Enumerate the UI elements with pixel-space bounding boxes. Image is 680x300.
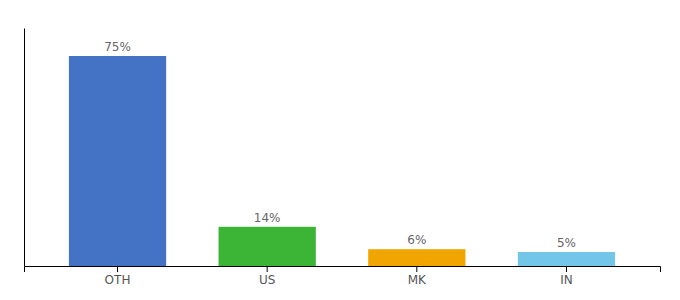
x-tick: MK	[408, 266, 427, 287]
x-tick-mark	[566, 266, 567, 272]
bar	[368, 249, 465, 266]
y-axis-line	[24, 29, 25, 267]
x-axis-line	[25, 267, 661, 273]
data-label: 14%	[254, 211, 281, 225]
x-tick-mark	[117, 266, 118, 272]
x-tick-label: IN	[560, 273, 573, 287]
data-label: 5%	[557, 236, 576, 250]
chart-container: OTH US MK IN 75% 14% 6% 5%	[0, 0, 680, 300]
bar	[219, 227, 316, 266]
y-axis	[24, 29, 25, 267]
x-tick: US	[259, 266, 275, 287]
bars	[69, 56, 615, 266]
plot-area: OTH US MK IN 75% 14% 6% 5%	[25, 29, 661, 287]
x-tick-mark	[416, 266, 417, 272]
x-tick-label: MK	[408, 273, 427, 287]
bar	[69, 56, 166, 266]
chart-svg: OTH US MK IN 75% 14% 6% 5%	[0, 0, 680, 300]
data-label: 6%	[407, 233, 426, 247]
data-label: 75%	[104, 40, 131, 54]
bar	[518, 252, 615, 266]
x-tick: OTH	[105, 266, 131, 287]
x-tick-mark	[267, 266, 268, 272]
x-tick-label: OTH	[105, 273, 131, 287]
data-labels: 75% 14% 6% 5%	[104, 40, 576, 250]
x-tick: IN	[560, 266, 573, 287]
x-axis: OTH US MK IN	[25, 266, 661, 287]
x-tick-label: US	[259, 273, 275, 287]
